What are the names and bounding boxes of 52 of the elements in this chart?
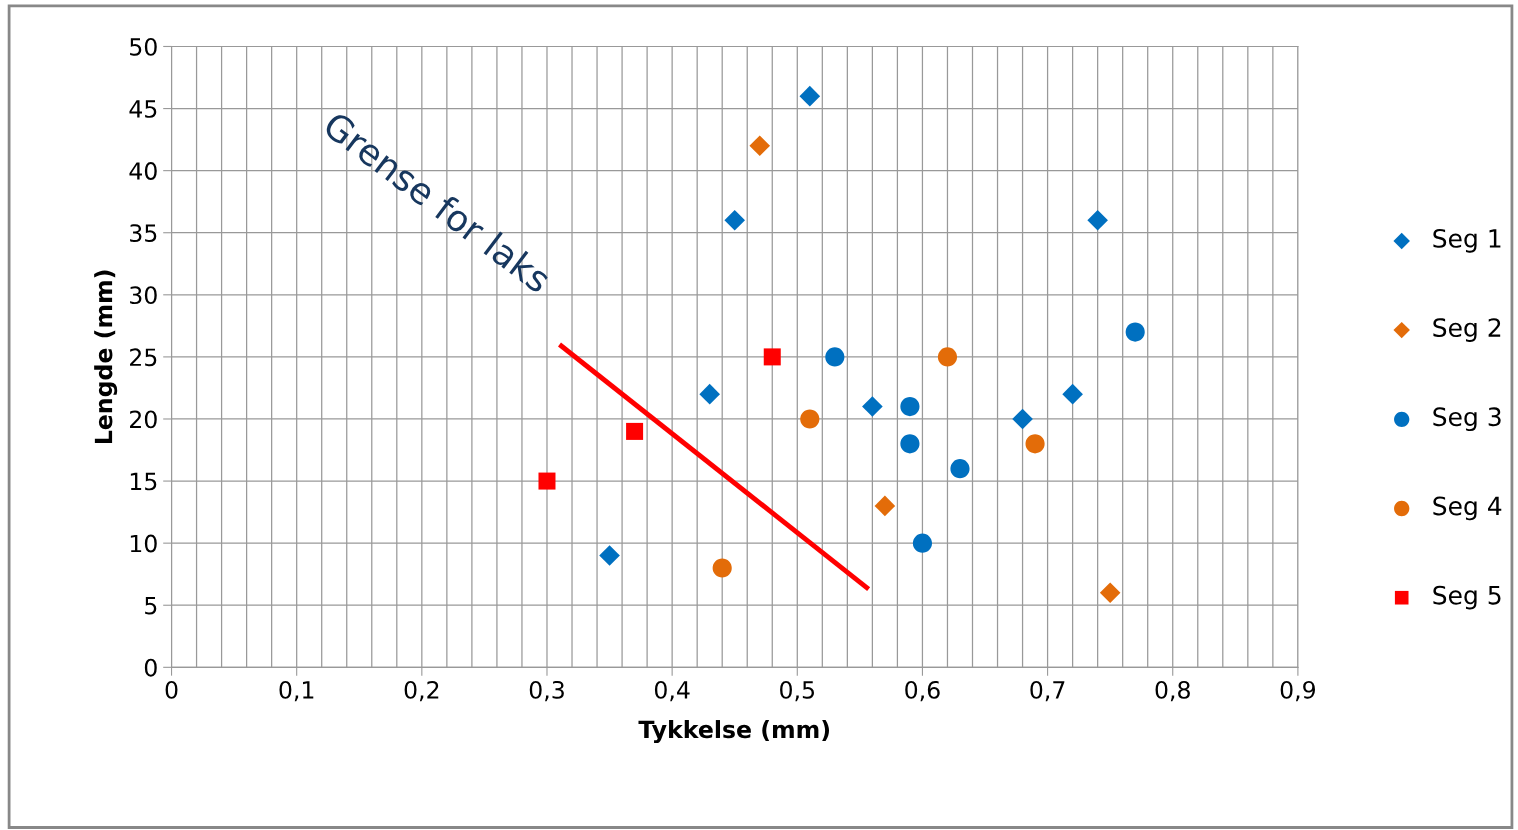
point [1012, 408, 1033, 430]
legend-label: Seg 1 [1433, 228, 1501, 253]
point [712, 558, 732, 578]
point [1087, 210, 1108, 231]
y-tick-label: 35 [130, 224, 157, 243]
x-tick-label: 0,8 [1155, 680, 1190, 702]
point [626, 422, 644, 440]
point [763, 348, 781, 366]
x-tick-label: 0,6 [905, 680, 940, 702]
x-axis-title: Tykkelse (mm) [638, 720, 830, 744]
point [1099, 582, 1121, 604]
x-tick-label: 0,9 [1280, 680, 1316, 702]
x-tick-label: 0,5 [780, 680, 814, 702]
y-tick-label: 20 [130, 410, 157, 429]
point [912, 533, 933, 553]
x-tick-label: 0 [165, 680, 178, 699]
y-tick-label: 25 [130, 348, 157, 367]
point [599, 545, 620, 566]
point [825, 347, 845, 367]
y-axis-title: Lengde (mm) [94, 270, 118, 444]
legend-label: Seg 4 [1433, 496, 1502, 521]
x-tick-label: 0,2 [404, 680, 439, 702]
x-tick-label: 0,3 [529, 680, 564, 702]
y-tick-label: 10 [130, 534, 157, 553]
point [874, 495, 896, 517]
y-tick-label: 0 [144, 658, 157, 677]
point [699, 383, 720, 405]
y-tick-label: 15 [130, 472, 157, 491]
point [724, 210, 746, 231]
point [1125, 322, 1145, 342]
legend-label: Seg 3 [1433, 407, 1501, 432]
point [538, 472, 556, 490]
y-tick-label: 50 [130, 37, 157, 56]
x-tick-label: 0,1 [279, 680, 314, 702]
legend-label: Seg 5 [1433, 585, 1501, 610]
point [900, 396, 920, 417]
point [799, 85, 821, 107]
point [937, 347, 958, 367]
y-tick-label: 45 [129, 100, 157, 118]
point [862, 396, 883, 417]
legend-label: Seg 2 [1433, 318, 1501, 342]
x-tick-label: 0,4 [654, 680, 690, 702]
point [749, 135, 771, 157]
x-tick-label: 0,7 [1030, 680, 1065, 702]
point [1062, 383, 1083, 405]
y-tick-label: 30 [130, 286, 157, 305]
point [1025, 434, 1045, 454]
y-tick-label: 5 [145, 596, 157, 615]
point [950, 459, 970, 479]
point [900, 434, 920, 454]
point [800, 409, 820, 429]
y-tick-label: 40 [129, 162, 157, 180]
